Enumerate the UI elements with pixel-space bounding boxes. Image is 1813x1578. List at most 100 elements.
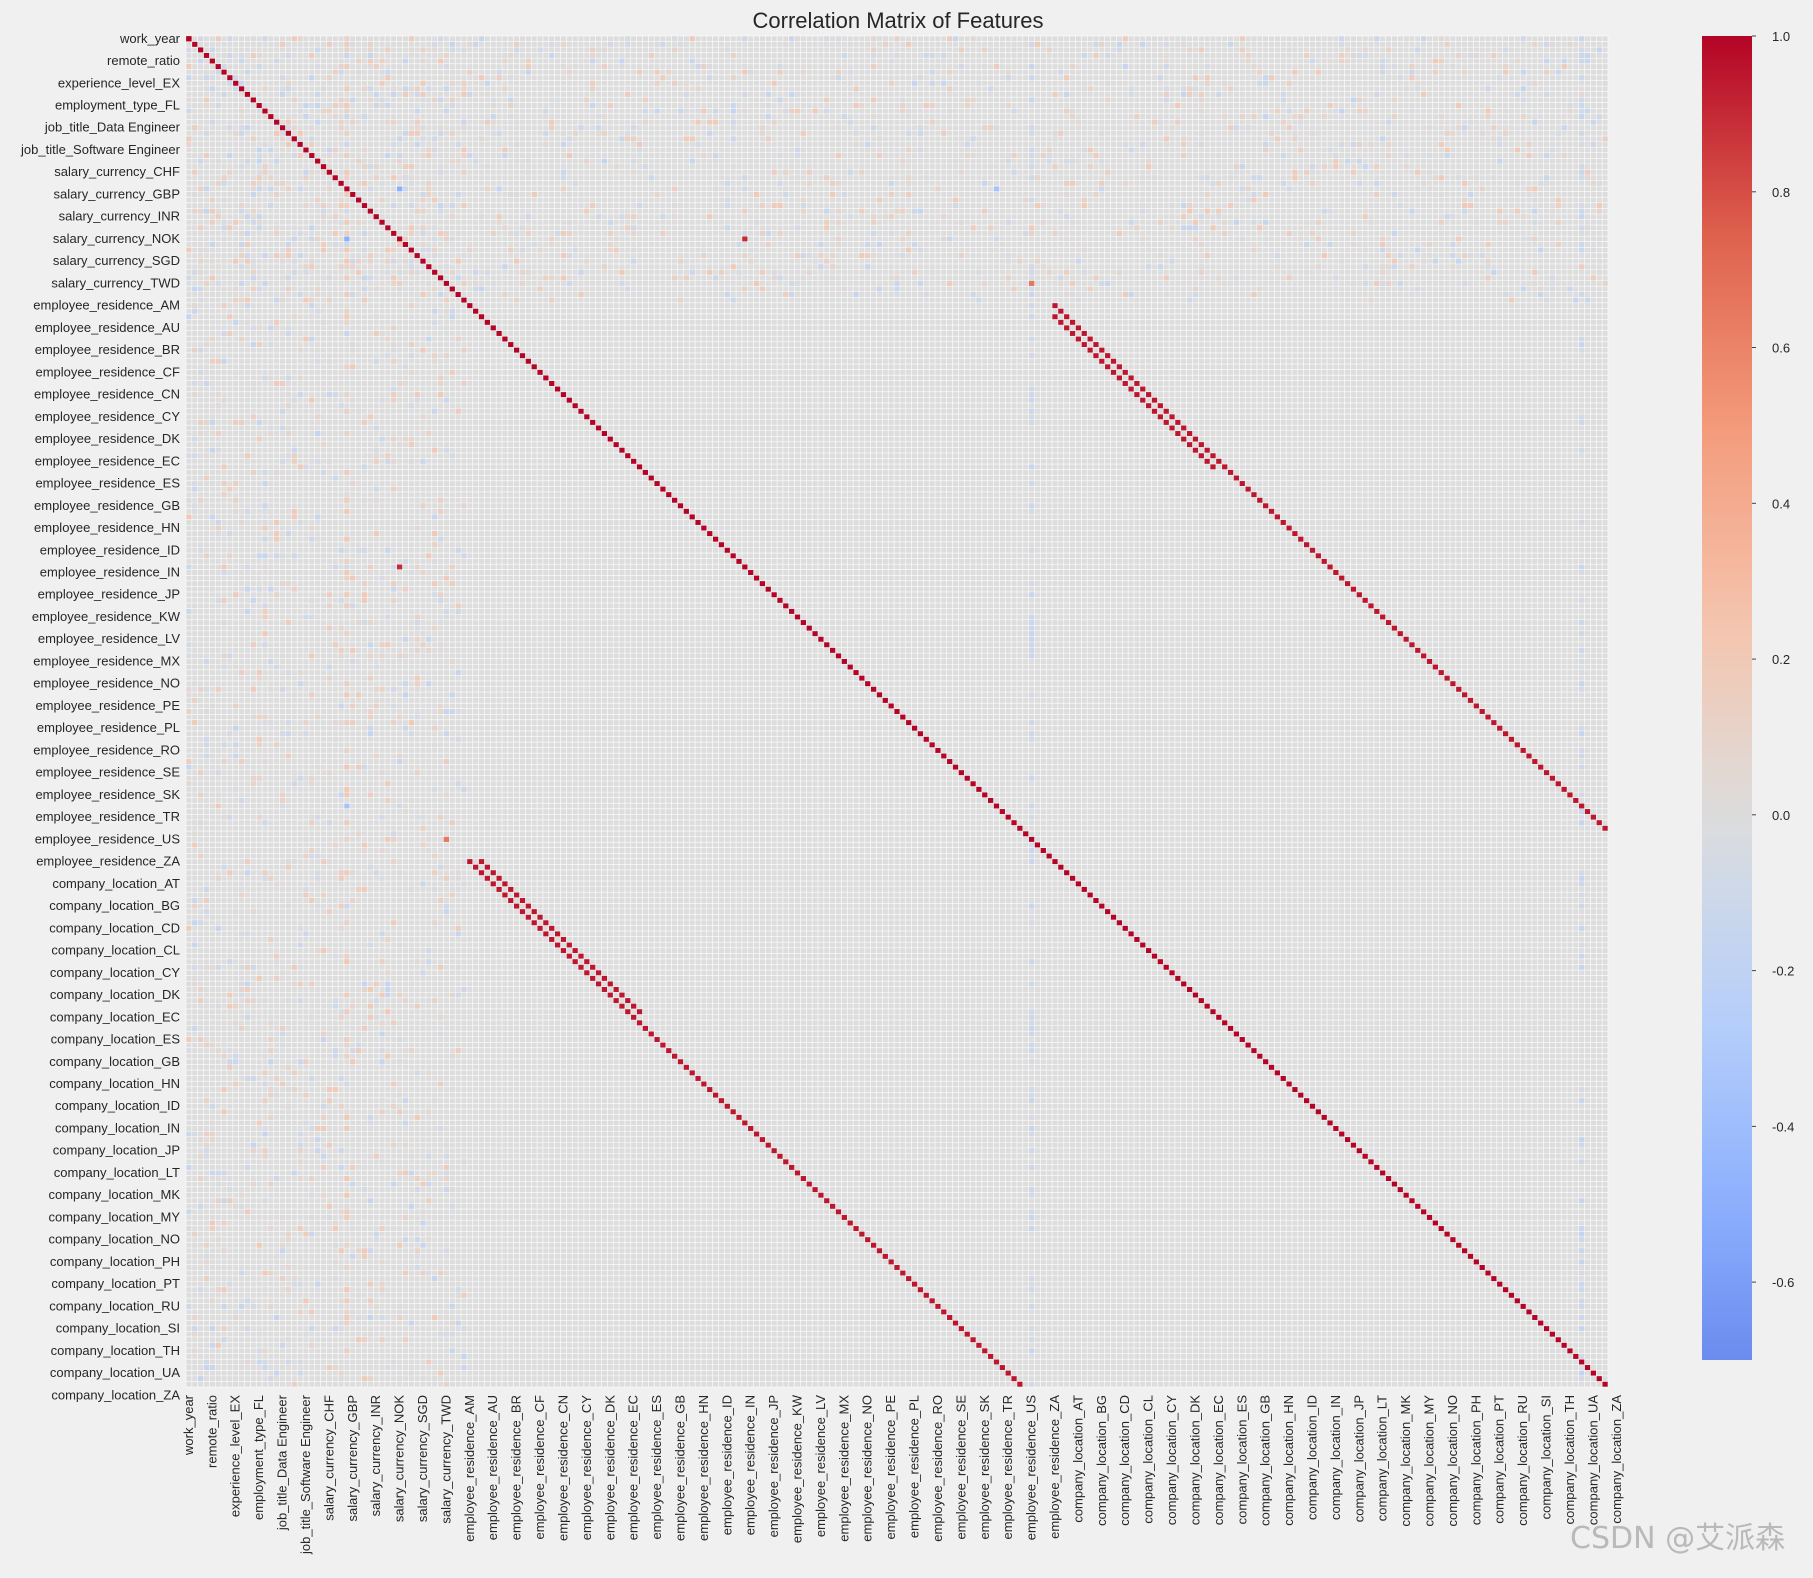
heatmap-cell (1157, 75, 1163, 81)
x-tick-label: salary_currency_NOK (392, 1395, 407, 1522)
heatmap-cell (367, 286, 373, 292)
heatmap-cell (578, 269, 584, 275)
heatmap-cell (227, 1187, 233, 1193)
heatmap-cell (1596, 258, 1602, 264)
heatmap-cell (1391, 97, 1398, 103)
heatmap-cell (309, 141, 315, 147)
heatmap-cell (1485, 264, 1491, 270)
heatmap-cell (449, 314, 455, 320)
heatmap-cell (443, 731, 450, 737)
heatmap-cell (408, 797, 414, 803)
heatmap-cell (326, 358, 332, 364)
heatmap-cell (379, 214, 385, 220)
heatmap-cell (1028, 64, 1035, 70)
heatmap-cell (367, 275, 373, 281)
heatmap-cell (748, 1126, 754, 1131)
heatmap-cell (274, 664, 280, 670)
heatmap-cell (1362, 247, 1368, 253)
x-tick-label: employee_residence_NO (860, 1395, 875, 1542)
heatmap-cell (894, 253, 900, 259)
heatmap-cell (203, 898, 210, 904)
heatmap-cell (309, 186, 315, 192)
heatmap-cell (432, 742, 438, 748)
heatmap-cell (1304, 108, 1310, 114)
heatmap-cell (1263, 191, 1269, 197)
heatmap-cell (215, 208, 221, 214)
heatmap-cell (274, 1376, 280, 1382)
heatmap-cell (432, 531, 438, 537)
heatmap-cell (391, 292, 397, 297)
heatmap-cell (683, 1064, 689, 1070)
heatmap-cell (1567, 108, 1573, 114)
heatmap-cell (1192, 436, 1199, 442)
heatmap-cell (1210, 180, 1216, 186)
y-tick-label: employee_residence_LV (38, 631, 180, 646)
heatmap-cell (268, 203, 274, 209)
heatmap-cell (402, 258, 409, 264)
heatmap-cell (256, 158, 262, 164)
heatmap-cell (1473, 1259, 1479, 1265)
heatmap-cell (789, 608, 795, 614)
heatmap-cell (297, 1176, 303, 1181)
heatmap-cell (291, 114, 297, 120)
heatmap-cell (215, 519, 221, 525)
heatmap-cell (233, 725, 239, 731)
heatmap-cell (1204, 1003, 1210, 1009)
heatmap-cell (1140, 203, 1146, 209)
heatmap-cell (1415, 247, 1421, 253)
heatmap-cell (367, 653, 373, 659)
heatmap-cell (367, 564, 373, 570)
heatmap-cell (426, 948, 432, 954)
heatmap-cell (414, 125, 420, 131)
heatmap-cell (1169, 225, 1175, 231)
heatmap-cell (262, 603, 268, 609)
heatmap-cell (666, 69, 672, 75)
heatmap-cell (1105, 169, 1111, 175)
heatmap-cell (432, 1081, 438, 1087)
heatmap-cell (1579, 1370, 1585, 1376)
heatmap-cell (1028, 97, 1035, 103)
heatmap-cell (244, 586, 251, 592)
heatmap-cell (672, 1053, 678, 1059)
heatmap-cell (192, 481, 198, 487)
heatmap-cell (455, 230, 461, 236)
heatmap-cell (1034, 203, 1041, 209)
heatmap-cell (1181, 203, 1187, 209)
heatmap-cell (238, 419, 245, 425)
heatmap-cell (285, 1103, 292, 1109)
heatmap-cell (432, 1276, 438, 1282)
heatmap-cell (549, 297, 555, 303)
heatmap-cell (350, 898, 356, 904)
y-tick-label: company_location_PT (51, 1276, 180, 1291)
heatmap-cell (373, 497, 379, 503)
heatmap-cell (356, 180, 362, 186)
heatmap-cell (1526, 186, 1532, 192)
heatmap-cell (443, 297, 450, 303)
heatmap-cell (1227, 1025, 1234, 1031)
heatmap-cell (291, 781, 297, 787)
heatmap-cell (601, 987, 608, 992)
heatmap-cell (274, 1092, 280, 1098)
heatmap-cell (1064, 191, 1070, 197)
heatmap-cell (1573, 297, 1579, 303)
heatmap-cell (344, 330, 350, 336)
heatmap-cell (338, 1009, 344, 1015)
heatmap-cell (525, 903, 531, 909)
heatmap-cell (262, 1098, 268, 1104)
heatmap-cell (859, 675, 865, 681)
heatmap-cell (1011, 108, 1017, 114)
heatmap-cell (215, 69, 221, 75)
heatmap-cell (759, 269, 766, 275)
heatmap-cell (666, 1048, 672, 1054)
heatmap-cell (215, 992, 221, 998)
heatmap-cell (227, 75, 233, 81)
heatmap-cell (262, 536, 268, 542)
heatmap-cell (847, 214, 853, 220)
heatmap-cell (268, 720, 274, 726)
heatmap-cell (771, 269, 777, 275)
heatmap-cell (449, 1187, 455, 1193)
heatmap-cell (1438, 58, 1444, 64)
heatmap-cell (186, 614, 192, 620)
heatmap-cell (338, 403, 344, 409)
heatmap-cell (274, 119, 280, 125)
